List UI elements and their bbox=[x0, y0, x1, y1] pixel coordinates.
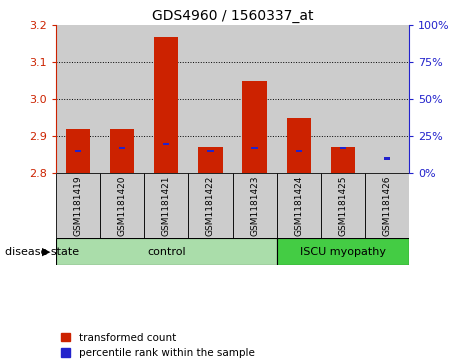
Text: disease state: disease state bbox=[5, 247, 79, 257]
Bar bbox=[198, 147, 223, 173]
Bar bbox=[154, 37, 179, 173]
FancyBboxPatch shape bbox=[232, 173, 277, 238]
Bar bbox=[340, 147, 346, 149]
Text: GSM1181420: GSM1181420 bbox=[118, 176, 126, 236]
Bar bbox=[286, 118, 311, 173]
Text: GSM1181425: GSM1181425 bbox=[339, 176, 347, 236]
Bar bbox=[232, 25, 277, 173]
Bar bbox=[56, 25, 100, 173]
Bar bbox=[321, 25, 365, 173]
Bar bbox=[277, 25, 321, 173]
FancyBboxPatch shape bbox=[365, 173, 409, 238]
FancyBboxPatch shape bbox=[56, 238, 277, 265]
Title: GDS4960 / 1560337_at: GDS4960 / 1560337_at bbox=[152, 9, 313, 23]
Bar bbox=[110, 129, 134, 173]
FancyBboxPatch shape bbox=[277, 238, 409, 265]
Text: GSM1181423: GSM1181423 bbox=[250, 176, 259, 236]
FancyBboxPatch shape bbox=[188, 173, 232, 238]
Bar bbox=[100, 25, 144, 173]
Bar bbox=[163, 143, 169, 145]
Bar bbox=[207, 150, 213, 152]
Legend: transformed count, percentile rank within the sample: transformed count, percentile rank withi… bbox=[61, 333, 255, 358]
Bar bbox=[331, 147, 355, 173]
FancyBboxPatch shape bbox=[277, 173, 321, 238]
Bar bbox=[119, 147, 125, 149]
Bar bbox=[144, 25, 188, 173]
Bar bbox=[66, 129, 90, 173]
Text: GSM1181426: GSM1181426 bbox=[383, 176, 392, 236]
Text: GSM1181419: GSM1181419 bbox=[73, 176, 82, 236]
Bar bbox=[75, 150, 81, 152]
Text: ▶: ▶ bbox=[42, 247, 50, 257]
Text: control: control bbox=[147, 247, 186, 257]
Bar bbox=[188, 25, 232, 173]
Text: GSM1181421: GSM1181421 bbox=[162, 176, 171, 236]
Bar bbox=[296, 150, 302, 152]
FancyBboxPatch shape bbox=[321, 173, 365, 238]
FancyBboxPatch shape bbox=[56, 173, 100, 238]
FancyBboxPatch shape bbox=[144, 173, 188, 238]
Bar bbox=[384, 158, 390, 160]
Bar bbox=[252, 147, 258, 149]
Text: GSM1181424: GSM1181424 bbox=[294, 176, 303, 236]
Text: GSM1181422: GSM1181422 bbox=[206, 176, 215, 236]
Text: ISCU myopathy: ISCU myopathy bbox=[300, 247, 386, 257]
Bar bbox=[365, 25, 409, 173]
Bar bbox=[242, 81, 267, 173]
FancyBboxPatch shape bbox=[100, 173, 144, 238]
